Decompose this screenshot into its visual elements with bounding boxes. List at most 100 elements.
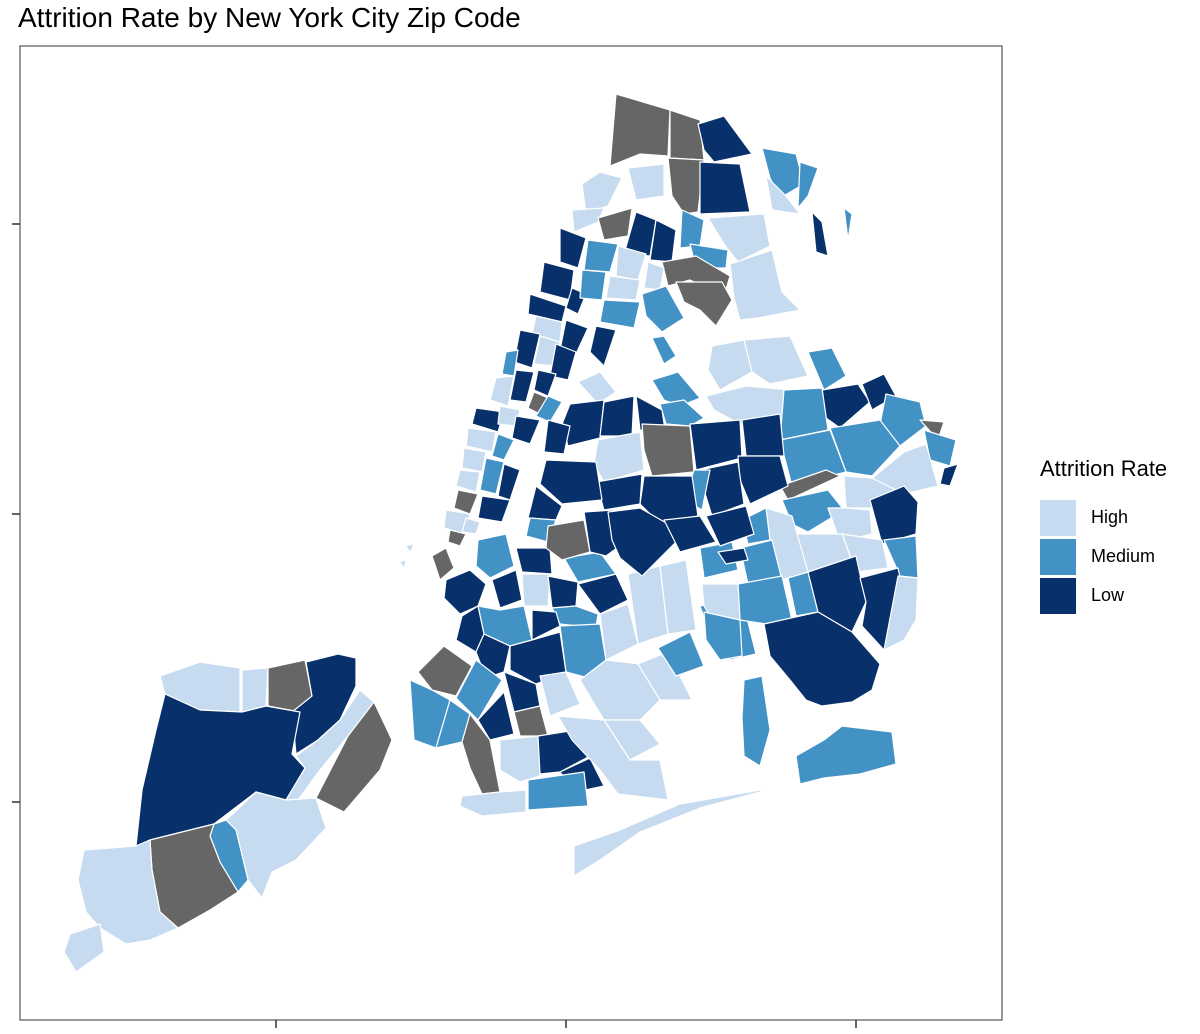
- zip-region-low: [559, 227, 587, 269]
- zip-region-no-data: [545, 519, 591, 561]
- zip-region-low: [699, 161, 751, 215]
- zip-region-low: [663, 515, 717, 553]
- zip-region-medium: [583, 239, 619, 273]
- zip-region-medium: [651, 335, 677, 365]
- zip-region-low: [807, 555, 867, 633]
- zip-region-low: [939, 463, 959, 487]
- zip-region-no-data: [667, 157, 705, 215]
- zip-region-high: [77, 839, 179, 945]
- zip-region-high: [63, 923, 105, 973]
- zip-region-high: [883, 575, 919, 651]
- legend-item-high: High: [1040, 498, 1198, 537]
- map-legend: Attrition Rate High Medium Low: [1040, 456, 1198, 615]
- zip-region-high: [489, 375, 515, 407]
- zip-region-high: [521, 573, 551, 607]
- zip-region-low: [607, 507, 677, 577]
- zip-region-low: [589, 325, 617, 367]
- zip-region-high: [627, 163, 665, 201]
- zip-region-no-data: [597, 207, 633, 241]
- axis-ticks: [12, 223, 857, 1028]
- zip-region-medium: [579, 269, 607, 301]
- zip-region-high: [241, 667, 269, 713]
- zip-region-high: [707, 213, 771, 263]
- zip-region-low: [511, 415, 541, 445]
- zip-region-low: [491, 569, 523, 609]
- zip-region-low: [869, 485, 919, 545]
- zip-region-medium: [795, 725, 897, 785]
- zip-region-low: [539, 459, 603, 505]
- zip-region-no-data: [641, 423, 695, 477]
- zip-region-high: [605, 275, 641, 301]
- zip-region-medium: [475, 533, 515, 579]
- zip-region-high: [577, 371, 617, 405]
- zip-region-low: [811, 211, 829, 257]
- zip-region-medium: [479, 457, 505, 495]
- zip-region-low: [509, 369, 535, 403]
- zip-region-medium: [807, 347, 847, 391]
- legend-key-high: [1040, 499, 1076, 536]
- zip-region-no-data: [779, 469, 841, 501]
- zip-region-medium: [455, 659, 503, 721]
- zip-region-medium: [879, 393, 927, 447]
- zip-region-medium: [527, 771, 589, 811]
- zip-region-low: [547, 575, 579, 609]
- zip-region-high: [743, 335, 809, 385]
- zip-region-medium: [657, 631, 705, 677]
- zip-region-no-data: [609, 93, 671, 167]
- zip-region-high: [461, 447, 487, 473]
- zip-region-medium: [599, 299, 641, 329]
- zip-region-high: [571, 207, 605, 233]
- legend-title: Attrition Rate: [1040, 456, 1168, 481]
- zip-region-no-data: [447, 529, 467, 547]
- zip-region-low: [543, 419, 571, 455]
- zip-region-low: [705, 505, 755, 547]
- legend-label-high: High: [1091, 507, 1129, 527]
- zip-region-medium: [797, 161, 819, 209]
- borough-queens: [573, 335, 959, 877]
- zip-region-low: [717, 547, 749, 565]
- zip-region-high: [637, 651, 693, 701]
- zip-region-low: [577, 573, 629, 615]
- legend-key-low: [1040, 577, 1076, 614]
- small-islands: [399, 543, 415, 569]
- zip-region-medium: [703, 611, 743, 661]
- zip-region-high: [455, 469, 481, 493]
- zip-region-low: [763, 611, 881, 707]
- zip-region-no-data: [417, 645, 473, 697]
- borough-queens-central: [525, 395, 789, 577]
- zip-region-low: [477, 495, 511, 523]
- zip-region-high: [729, 249, 801, 321]
- zip-region-high: [765, 175, 801, 215]
- zip-region-high: [659, 559, 697, 635]
- zip-region-low: [549, 343, 577, 381]
- zip-region-high: [557, 715, 669, 801]
- island-fragment: [399, 559, 407, 569]
- zip-region-high: [461, 517, 481, 535]
- zip-region-high: [593, 431, 645, 483]
- zip-region-high: [465, 427, 497, 453]
- zip-region-medium: [659, 399, 705, 427]
- zip-region-high: [707, 339, 753, 391]
- borough-staten-island: [63, 653, 393, 973]
- zip-region-low: [599, 395, 635, 437]
- legend-label-medium: Medium: [1091, 546, 1156, 566]
- zip-region-high: [539, 671, 581, 717]
- zip-region-medium: [843, 207, 853, 241]
- zip-region-medium: [741, 675, 771, 767]
- zip-region-high: [573, 781, 771, 877]
- zip-region-medium: [641, 285, 685, 333]
- zip-region-low: [741, 413, 785, 457]
- zip-region-low: [697, 115, 753, 163]
- zip-region-medium: [761, 147, 805, 199]
- zip-region-medium: [737, 575, 793, 625]
- zip-region-high: [459, 789, 527, 817]
- borough-bronx: [571, 93, 853, 367]
- legend-item-low: Low: [1040, 576, 1198, 615]
- legend-label-low: Low: [1091, 585, 1125, 605]
- island-fragment: [405, 543, 415, 553]
- zip-region-no-data: [431, 547, 455, 581]
- legend-item-medium: Medium: [1040, 537, 1198, 576]
- zip-region-low: [477, 691, 515, 741]
- map-title: Attrition Rate by New York City Zip Code: [18, 2, 521, 33]
